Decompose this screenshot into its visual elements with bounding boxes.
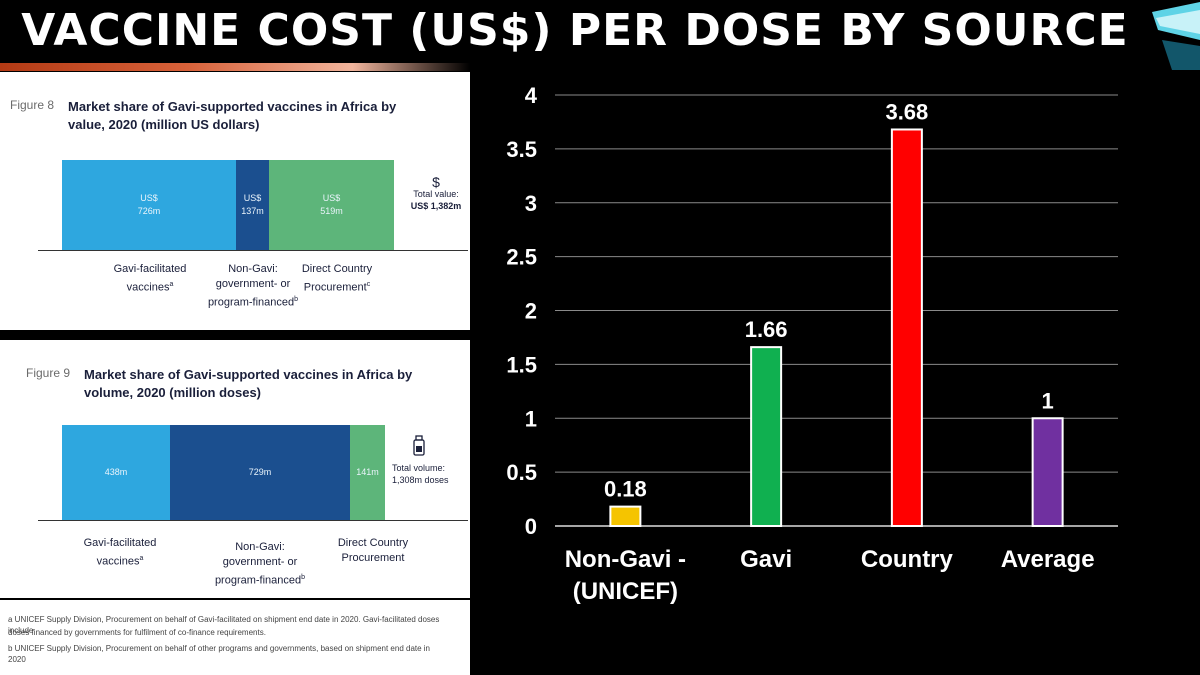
fig9-segment-gavi: 438m xyxy=(62,425,170,520)
segment-currency: US$ xyxy=(322,193,341,203)
total-label: Total volume: xyxy=(392,463,446,473)
fig9-segment-non-gavi: 729m xyxy=(170,425,350,520)
fig8-label-gavi: Gavi-facilitated vaccinesa xyxy=(75,262,225,296)
fig9-label-country: Direct Country Procurement xyxy=(318,536,428,566)
total-label: Total value: xyxy=(413,189,459,199)
figure-8-number: Figure 8 xyxy=(10,98,55,112)
label-line: program-financed xyxy=(214,574,302,587)
y-tick-label: 2 xyxy=(525,299,537,324)
label-line: Procurement xyxy=(341,552,405,564)
fig8-label-country: Direct Country Procurementc xyxy=(282,262,392,296)
y-tick-label: 0.5 xyxy=(506,460,537,485)
data-label: 3.68 xyxy=(885,99,928,124)
label-line: Direct Country xyxy=(301,263,373,275)
total-value: 1,308m doses xyxy=(392,475,449,485)
label-line: Non-Gavi: xyxy=(235,541,285,553)
y-tick-label: 0 xyxy=(525,514,537,539)
figure-9-header: Figure 9 Market share of Gavi-supported … xyxy=(26,366,454,402)
bar xyxy=(1031,417,1064,527)
fig8-total: $ Total value: US$ 1,382m xyxy=(405,174,467,212)
label-line: Gavi-facilitated xyxy=(83,537,157,549)
y-tick-label: 1.5 xyxy=(506,352,537,377)
footnote-marker: c xyxy=(366,281,371,288)
label-line: government- or xyxy=(222,556,298,568)
data-label: 0.18 xyxy=(604,477,647,502)
slide-title: VACCINE COST (US$) PER DOSE BY SOURCE xyxy=(21,5,1129,56)
fig8-segment-country: US$ 519m xyxy=(269,160,394,250)
bar xyxy=(890,128,923,527)
label-line: Gavi-facilitated xyxy=(113,263,187,275)
fig8-baseline xyxy=(38,250,468,251)
bar xyxy=(609,505,642,528)
y-tick-label: 3 xyxy=(525,191,537,216)
corner-decoration-icon xyxy=(1152,2,1200,70)
footnote-marker: a xyxy=(169,281,174,288)
footnote-marker: b xyxy=(301,574,306,581)
figure-8-panel: Figure 8 Market share of Gavi-supported … xyxy=(0,72,470,330)
data-label: 1 xyxy=(1042,388,1054,413)
fig8-segment-gavi: US$ 726m xyxy=(62,160,236,250)
segment-amount: 137m xyxy=(241,206,264,216)
vaccine-cost-bar-chart: 0 0.5 1 1.5 2 2.5 3 3.5 4 0.18 Non-Gavi - (UNICEF) 1… xyxy=(506,83,1118,605)
segment-currency: US$ xyxy=(140,193,158,203)
label-line: vaccines xyxy=(126,281,170,294)
total-value: US$ 1,382m xyxy=(410,201,462,211)
bar xyxy=(750,346,783,528)
data-label: 1.66 xyxy=(745,317,788,342)
label-line: vaccines xyxy=(96,555,140,568)
y-tick-label: 2.5 xyxy=(506,245,537,270)
dollar-icon: $ xyxy=(432,174,440,190)
fig9-segment-country: 141m xyxy=(350,425,385,520)
x-tick-label: Non-Gavi - xyxy=(565,546,686,573)
figure-9-panel: Figure 9 Market share of Gavi-supported … xyxy=(0,340,470,598)
vial-icon xyxy=(413,435,425,456)
footnote-a: a UNICEF Supply Division, Procurement on… xyxy=(8,615,440,635)
figure-8-title: Market share of Gavi-supported vaccines … xyxy=(68,99,397,132)
footnotes-panel: a UNICEF Supply Division, Procurement on… xyxy=(0,600,470,675)
y-tick-label: 4 xyxy=(525,83,538,108)
footnote-marker: b xyxy=(294,296,299,303)
footnote-marker: a xyxy=(139,555,144,562)
segment-amount: 729m xyxy=(248,467,272,477)
fig8-segment-non-gavi: US$ 137m xyxy=(236,160,269,250)
label-line: Direct Country xyxy=(337,537,409,549)
title-accent-bar xyxy=(0,63,470,71)
fig9-baseline xyxy=(38,520,468,521)
label-line: program-financed xyxy=(207,296,295,309)
fig9-total: Total volume: 1,308m doses xyxy=(392,462,468,486)
segment-amount: 438m xyxy=(104,467,128,477)
figure-9-title: Market share of Gavi-supported vaccines … xyxy=(84,367,413,400)
figure-8-header: Figure 8 Market share of Gavi-supported … xyxy=(10,98,398,134)
segment-amount: 726m xyxy=(137,206,161,216)
x-tick-label: Average xyxy=(1001,546,1095,573)
segment-currency: US$ xyxy=(243,193,262,203)
label-line: Non-Gavi: xyxy=(228,263,278,275)
footnote-b: b UNICEF Supply Division, Procurement on… xyxy=(8,644,431,664)
footnote-a-continued: doses financed by governments for fulfil… xyxy=(8,628,266,637)
fig9-label-gavi: Gavi-facilitated vaccinesa xyxy=(45,536,195,570)
x-tick-label: Gavi xyxy=(740,546,792,573)
x-tick-label: (UNICEF) xyxy=(573,578,678,605)
segment-amount: 141m xyxy=(356,467,379,477)
figure-9-number: Figure 9 xyxy=(26,366,71,380)
x-tick-label: Country xyxy=(861,546,954,573)
y-tick-label: 3.5 xyxy=(506,137,537,162)
fig8-label-non-gavi: Non-Gavi: government- or program-finance… xyxy=(198,262,308,311)
y-tick-label: 1 xyxy=(525,406,537,431)
fig9-label-non-gavi: Non-Gavi: government- or program-finance… xyxy=(205,540,315,589)
label-line: Procurement xyxy=(303,281,367,294)
label-line: government- or xyxy=(215,278,291,290)
segment-amount: 519m xyxy=(320,206,343,216)
